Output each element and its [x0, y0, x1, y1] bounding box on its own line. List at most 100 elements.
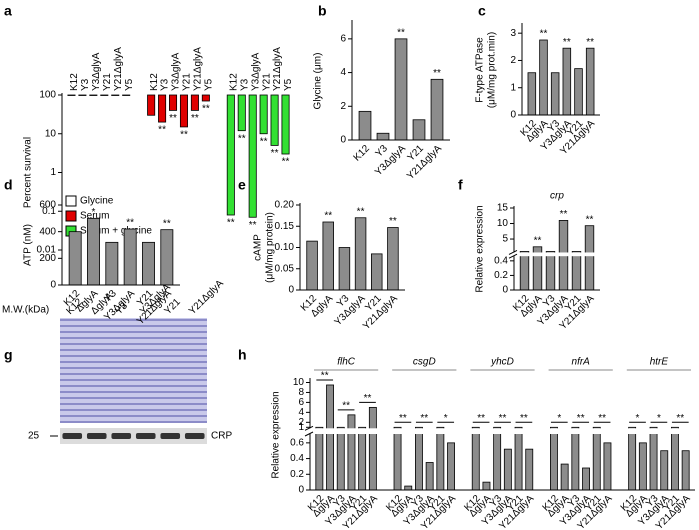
bar	[571, 426, 580, 491]
bar	[68, 231, 82, 286]
y-axis-label: Glycine (μm)	[313, 53, 324, 110]
panel-g: g M.W.(kDa) 25 CRP	[2, 305, 232, 444]
significance: **	[577, 413, 585, 424]
bar	[493, 426, 502, 491]
bar	[142, 241, 155, 286]
bar	[326, 384, 334, 491]
bar	[190, 94, 199, 111]
y-axis-label: Relative expression	[475, 205, 486, 292]
bar	[638, 442, 647, 491]
significance: **	[563, 37, 571, 48]
significance: **	[676, 413, 684, 424]
bar	[105, 241, 119, 286]
x-tick-label: Y5	[283, 78, 294, 91]
y-tick-label: 0.4	[494, 255, 508, 266]
significance: **	[180, 130, 188, 141]
bar	[358, 110, 372, 141]
lane-band	[135, 433, 156, 439]
significance: **	[260, 136, 268, 147]
y-tick-label: 0.6	[290, 437, 304, 448]
y-tick-label: 0	[50, 280, 56, 291]
y-tick-label: 0	[298, 485, 304, 496]
y-tick-label: 4	[340, 67, 346, 78]
blot-image	[60, 428, 207, 444]
significance: **	[169, 113, 177, 124]
y-tick-label: 0.2	[494, 270, 508, 281]
bar	[550, 426, 558, 491]
significance: **	[364, 393, 372, 404]
bar	[539, 39, 548, 116]
significance: **	[586, 37, 594, 48]
bar	[562, 47, 572, 116]
x-tick-label: Y3	[239, 78, 250, 91]
significance: *	[657, 413, 661, 424]
significance: **	[560, 209, 568, 220]
bar	[571, 251, 582, 291]
x-tick-label: Y21ΔglyA	[193, 47, 204, 91]
significance: **	[321, 371, 329, 382]
lane-band	[184, 433, 205, 439]
y-axis-label: (μM/mg protein)	[265, 212, 276, 283]
significance: **	[324, 211, 332, 222]
bar	[545, 251, 556, 291]
bar	[447, 442, 455, 491]
bar	[592, 426, 601, 491]
legend-swatch	[65, 195, 77, 207]
axis-break	[509, 252, 601, 257]
significance: **	[477, 413, 485, 424]
significance: **	[202, 104, 210, 115]
significance: **	[271, 148, 279, 159]
significance: **	[399, 413, 407, 424]
y-axis-label: F-type ATPase	[475, 37, 486, 103]
significance: **	[126, 218, 134, 229]
bar	[123, 228, 137, 286]
axis-break	[305, 428, 696, 434]
bar	[338, 247, 351, 291]
bar	[394, 38, 408, 141]
lane-band	[62, 433, 83, 439]
x-tick-label: Y3ΔglyA	[91, 52, 102, 91]
bar	[158, 94, 167, 123]
legend-label: Serum	[80, 211, 109, 222]
bar	[270, 94, 279, 146]
x-tick-label: Y21	[102, 73, 113, 91]
panel-letter: b	[318, 3, 327, 19]
significance: *	[444, 413, 448, 424]
group-label: yhcD	[490, 357, 514, 368]
x-tick-label: K12	[149, 73, 160, 91]
bar	[78, 94, 87, 96]
x-tick-label: Y3	[80, 78, 91, 91]
bar	[425, 462, 434, 491]
bar	[430, 78, 444, 141]
break-mark	[508, 253, 518, 259]
y-tick-label: 15	[497, 203, 509, 214]
bar	[584, 225, 595, 291]
bar	[358, 426, 367, 491]
bar	[201, 94, 210, 102]
bar	[147, 94, 156, 116]
bar	[514, 426, 523, 491]
significance: **	[433, 68, 441, 79]
bar	[376, 132, 390, 141]
y-tick-label: 10	[497, 218, 509, 229]
y-tick-label: 400	[39, 226, 56, 237]
bar	[281, 94, 290, 155]
y-tick-label: 0.10	[275, 242, 295, 253]
significance: **	[520, 413, 528, 424]
bar	[393, 426, 402, 491]
bar	[560, 463, 569, 491]
lane-label: Y21ΔglyA	[187, 278, 226, 317]
significance: **	[586, 214, 594, 225]
lane-band	[160, 433, 181, 439]
y-tick-label: 0.1	[42, 206, 56, 217]
x-tick-label: K12	[228, 73, 239, 91]
significance: *	[636, 413, 640, 424]
y-tick-label: 1	[298, 422, 304, 433]
marker-value: 25	[28, 431, 40, 442]
significance: **	[534, 235, 542, 246]
bar	[585, 47, 595, 116]
panel-letter: f	[458, 177, 463, 193]
group-label: htrE	[650, 357, 669, 368]
bar	[527, 72, 537, 116]
bar	[482, 481, 491, 491]
